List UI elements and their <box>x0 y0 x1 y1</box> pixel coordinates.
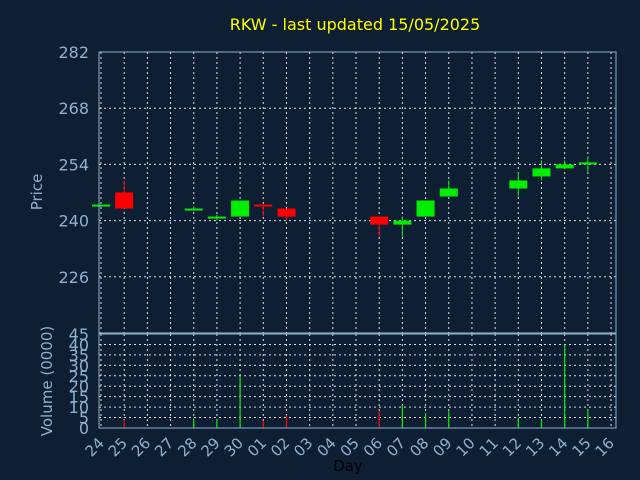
volume-y-tick-label: 15 <box>69 388 89 407</box>
price-candles <box>92 156 597 237</box>
volume-y-tick-label: 5 <box>79 409 89 428</box>
candle-body <box>277 208 296 217</box>
candle-body <box>578 162 597 165</box>
candle-body <box>439 188 458 197</box>
candle-body <box>370 216 389 225</box>
volume-axis-label: Volume (0000) <box>38 326 56 436</box>
volume-y-tick-label: 25 <box>69 367 89 386</box>
price-y-tick-label: 282 <box>58 43 89 62</box>
candle-body <box>509 180 528 189</box>
volume-y-tick-label: 40 <box>69 335 89 354</box>
chart-title: RKW - last updated 15/05/2025 <box>230 15 481 34</box>
price-plot-frame <box>98 51 617 334</box>
volume-grid <box>99 334 616 428</box>
candle-body <box>207 216 226 219</box>
candle-body <box>416 200 435 217</box>
price-grid <box>99 51 616 333</box>
candle-body <box>92 204 110 207</box>
volume-y-tick-label: 10 <box>69 398 89 417</box>
volume-y-tick-label: 0 <box>79 419 89 438</box>
candle-body <box>393 220 412 225</box>
volume-y-tick-label: 35 <box>69 346 89 365</box>
price-y-tick-label: 254 <box>58 155 89 174</box>
x-axis-label: Day <box>333 457 363 475</box>
candle-body <box>555 164 574 169</box>
volume-bars <box>123 344 589 428</box>
price-y-tick-label: 268 <box>58 99 89 118</box>
price-panel: 282 268 254 240 226 Price <box>28 43 617 334</box>
candle-body <box>184 208 203 211</box>
price-y-ticks: 282 268 254 240 226 <box>58 43 89 287</box>
volume-y-tick-label: 30 <box>69 356 89 375</box>
candle-body <box>231 200 250 217</box>
price-axis-label: Price <box>28 174 46 211</box>
volume-y-tick-label: 20 <box>69 377 89 396</box>
candle-body <box>532 168 551 177</box>
price-y-tick-label: 226 <box>58 268 89 287</box>
price-y-tick-label: 240 <box>58 212 89 231</box>
x-tick-label: 16 <box>592 434 618 460</box>
volume-plot-frame <box>98 333 617 429</box>
candle-body <box>254 204 273 207</box>
volume-y-tick-label: 45 <box>69 325 89 344</box>
candle-body <box>115 192 134 209</box>
